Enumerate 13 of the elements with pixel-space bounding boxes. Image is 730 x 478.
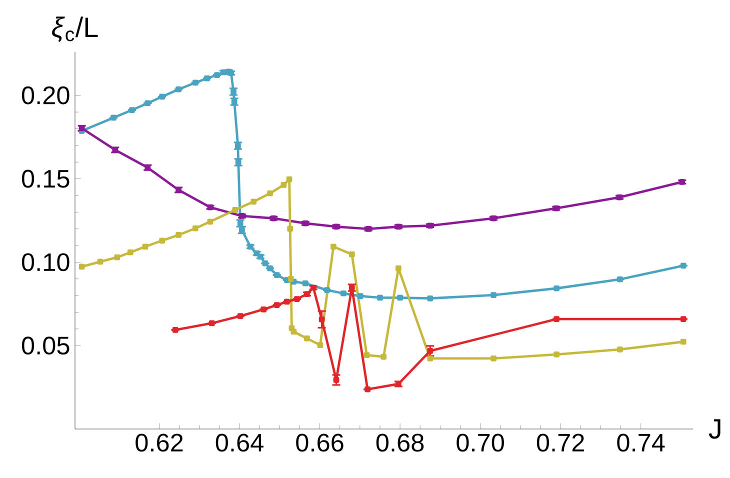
x-axis-title: J bbox=[708, 419, 720, 439]
x-tick-label: 0.72 bbox=[536, 434, 584, 452]
x-tick-label: 0.74 bbox=[617, 434, 665, 452]
x-tick-label: 0.68 bbox=[376, 434, 424, 452]
x-tick-label: 0.70 bbox=[456, 434, 504, 452]
y-tick-label: 0.20 bbox=[22, 86, 70, 104]
y-tick-label: 0.05 bbox=[22, 336, 70, 355]
y-axis-title: ξ$_{c}$/L bbox=[52, 16, 98, 42]
y-tick-label: 0.15 bbox=[22, 170, 70, 188]
x-tick-label: 0.62 bbox=[136, 434, 183, 452]
y-tick-label: 0.10 bbox=[22, 253, 70, 272]
x-tick-label: 0.64 bbox=[216, 434, 264, 452]
x-tick-label: 0.66 bbox=[296, 434, 344, 452]
